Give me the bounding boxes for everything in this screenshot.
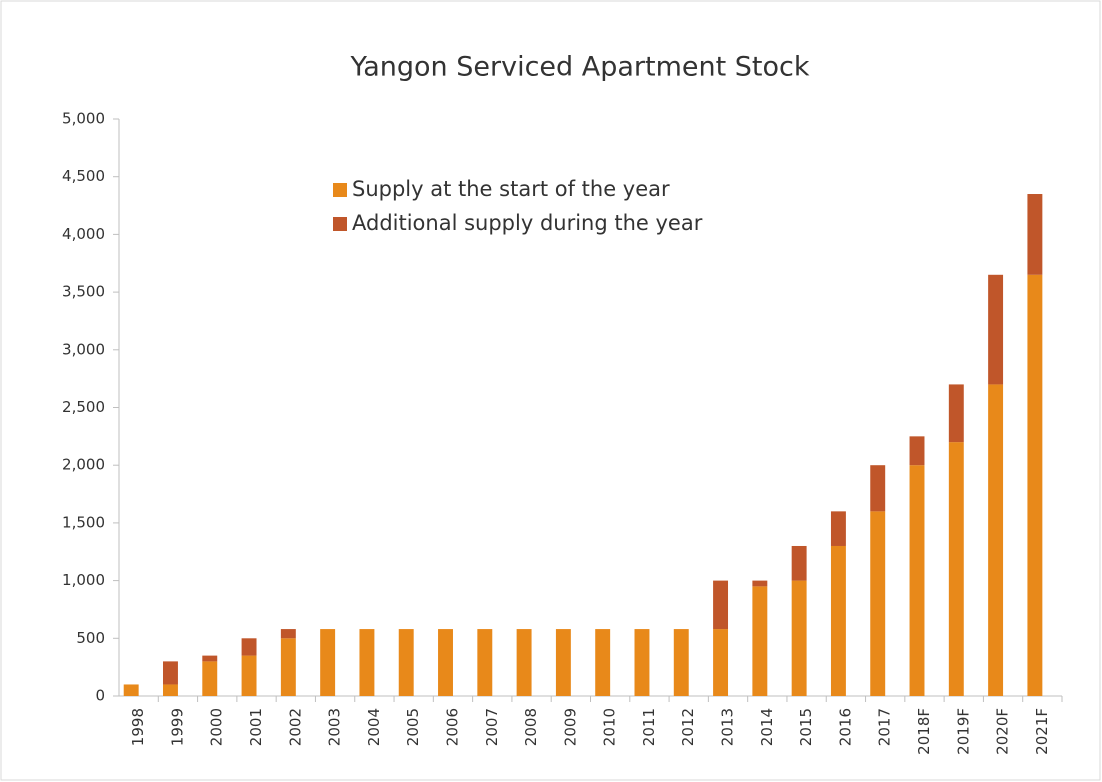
- bar-segment: [752, 586, 768, 696]
- bar-segment: [202, 661, 218, 696]
- bar-segment: [241, 655, 257, 696]
- bar-segment: [870, 511, 886, 696]
- bar-segment: [398, 629, 414, 696]
- chart-title: Yangon Serviced Apartment Stock: [349, 52, 809, 83]
- x-tick-label: 2006: [443, 708, 461, 746]
- bar-segment: [791, 545, 807, 581]
- x-tick-label: 2015: [797, 708, 815, 746]
- bar-segment: [516, 629, 532, 696]
- bar-segment: [555, 629, 571, 696]
- bar-segment: [988, 274, 1004, 385]
- x-tick-label: 2020F: [994, 708, 1012, 755]
- bar-segment: [909, 436, 925, 466]
- bar-segment: [280, 638, 296, 696]
- y-tick-label: 500: [76, 629, 105, 647]
- y-tick-label: 3,000: [62, 340, 105, 358]
- y-tick-label: 4,500: [62, 167, 105, 185]
- bar-segment: [713, 629, 729, 696]
- bar-segment: [320, 629, 336, 696]
- x-tick-label: 2021F: [1033, 708, 1051, 755]
- bar-segment: [1027, 274, 1043, 696]
- x-tick-label: 2010: [601, 708, 619, 746]
- bar-segment: [752, 580, 768, 587]
- legend-swatch: [333, 217, 347, 231]
- y-tick-label: 2,000: [62, 456, 105, 474]
- y-tick-label: 0: [95, 687, 105, 705]
- x-tick-label: 2013: [719, 708, 737, 746]
- bar-segment: [673, 629, 689, 696]
- legend-swatch: [333, 183, 347, 197]
- y-tick-label: 2,500: [62, 398, 105, 416]
- bar-segment: [163, 684, 178, 696]
- bar-segment: [830, 511, 846, 546]
- bar-segment: [830, 545, 846, 696]
- x-tick-label: 1998: [129, 708, 147, 746]
- x-tick-label: 2004: [365, 708, 383, 746]
- x-tick-label: 2017: [876, 708, 894, 746]
- x-tick-label: 2002: [286, 708, 304, 746]
- x-tick-label: 2009: [561, 708, 579, 746]
- bar-segment: [438, 629, 453, 696]
- x-tick-label: 2005: [404, 708, 422, 746]
- bar-segment: [870, 465, 886, 512]
- y-tick-label: 3,500: [62, 283, 105, 301]
- bar-segment: [988, 384, 1004, 696]
- y-tick-label: 4,000: [62, 225, 105, 243]
- bar-segment: [713, 580, 729, 630]
- y-tick-label: 1,500: [62, 513, 105, 531]
- x-tick-label: 2012: [679, 708, 697, 746]
- x-tick-label: 2014: [758, 708, 776, 746]
- bar-segment: [948, 384, 964, 443]
- x-tick-label: 2007: [483, 708, 501, 746]
- bar-segment: [595, 629, 611, 696]
- bar-segment: [634, 629, 650, 696]
- legend-label: Additional supply during the year: [352, 211, 703, 235]
- bar-segment: [123, 684, 139, 696]
- bar-segment: [280, 629, 296, 639]
- bar-segment: [163, 661, 178, 685]
- bar-segment: [948, 442, 964, 696]
- bar-segment: [1027, 194, 1043, 275]
- x-tick-label: 2016: [836, 708, 854, 746]
- x-tick-label: 2018F: [915, 708, 933, 755]
- bar-segment: [359, 629, 375, 696]
- x-tick-label: 2000: [208, 708, 226, 746]
- x-tick-label: 2001: [247, 708, 265, 746]
- y-tick-label: 5,000: [62, 110, 105, 128]
- x-tick-label: 2019F: [954, 708, 972, 755]
- legend-label: Supply at the start of the year: [352, 177, 670, 201]
- y-tick-label: 1,000: [62, 571, 105, 589]
- x-tick-label: 1999: [168, 708, 186, 746]
- bar-segment: [477, 629, 493, 696]
- x-tick-label: 2008: [522, 708, 540, 746]
- bar-segment: [202, 655, 218, 662]
- bar-segment: [791, 580, 807, 696]
- x-tick-label: 2003: [326, 708, 344, 746]
- bar-segment: [241, 638, 257, 656]
- bar-segment: [909, 465, 925, 696]
- x-tick-label: 2011: [640, 708, 658, 746]
